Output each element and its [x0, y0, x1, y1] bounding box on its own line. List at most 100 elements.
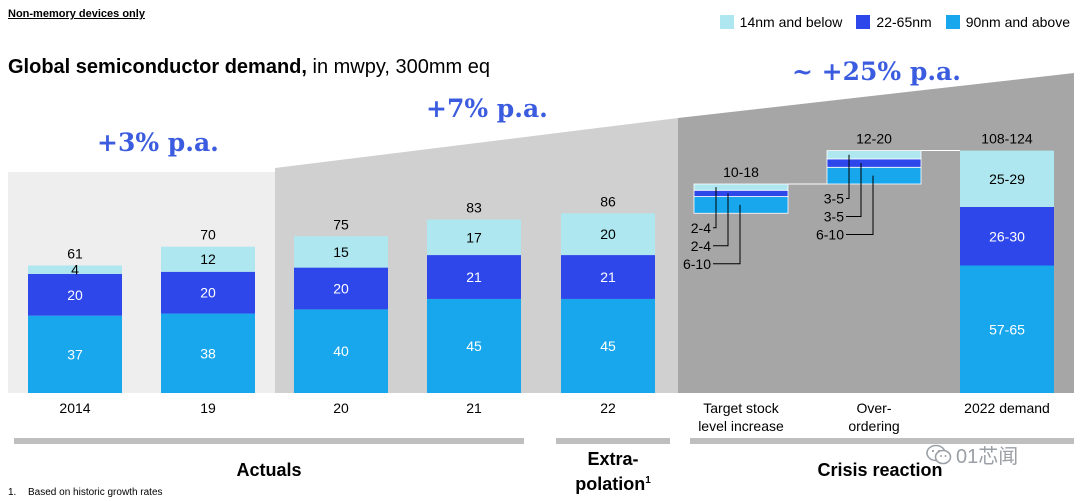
- bar-segment: [28, 315, 122, 393]
- section-actuals: Actuals: [236, 460, 302, 480]
- growth-actuals: +3% p.a.: [97, 128, 219, 157]
- bar-segment: [28, 273, 122, 316]
- title-bold: Global semiconductor demand,: [8, 56, 307, 78]
- callout-label: 2-4: [691, 238, 711, 254]
- legend-swatch-90nm: [945, 15, 960, 29]
- section-extrapolation-sup: 1: [645, 475, 651, 486]
- bar-segment: [826, 158, 922, 168]
- legend-label-90nm: 90nm and above: [965, 14, 1070, 30]
- x-tick-label: 20: [333, 400, 349, 416]
- data-label: 12: [200, 251, 216, 267]
- callout-line: [846, 163, 862, 218]
- bar-segment: [960, 206, 1054, 266]
- data-label: 20: [67, 287, 83, 303]
- bar-segment: [561, 255, 655, 299]
- watermark: 01芯闻: [926, 440, 1018, 469]
- section-extrapolation-line1: Extra-: [587, 449, 639, 469]
- data-label: 17: [466, 229, 482, 245]
- data-labels: 37 20 461 38 20 12 70 40 20 15 75 45 21 17 83 45 21 20 86 1…: [67, 131, 1033, 363]
- bar-segment: [826, 150, 922, 160]
- bracket-actuals: [14, 438, 524, 444]
- callout-label: 2-4: [691, 220, 711, 236]
- bar-segment: [161, 313, 255, 393]
- callout-label: 3-5: [824, 209, 844, 225]
- footnote: 1. Based on historic growth rates: [8, 487, 163, 498]
- data-label: 26-30: [989, 228, 1025, 244]
- x-tick-label: Target stock: [703, 400, 779, 416]
- x-tick-label: ordering: [848, 418, 899, 434]
- total-label: 83: [466, 200, 482, 216]
- data-label: 38: [200, 345, 216, 361]
- bar-segment: [427, 255, 521, 299]
- bar-segment: [693, 183, 789, 191]
- data-label: 37: [67, 346, 83, 362]
- data-label: 20: [200, 285, 216, 301]
- legend-label-22-65nm: 22-65nm: [876, 14, 932, 30]
- x-tick-label: 19: [200, 400, 216, 416]
- callout-line: [846, 154, 850, 200]
- bar-segment: [161, 271, 255, 314]
- growth-extrapolation: +7% p.a.: [426, 94, 548, 123]
- bar-segment: [693, 189, 789, 197]
- callout-line: [713, 204, 741, 265]
- legend-item-14nm: 14nm and below: [719, 14, 843, 30]
- bar-segment: [561, 213, 655, 256]
- bar-segment: [294, 267, 388, 310]
- footnote-text: Based on historic growth rates: [28, 487, 163, 498]
- data-label: 15: [333, 244, 349, 260]
- data-label: 25-29: [989, 171, 1025, 187]
- bar-segment: [294, 236, 388, 268]
- bar-segment: [294, 309, 388, 393]
- bar-segment: [161, 246, 255, 272]
- watermark-text: 01芯闻: [956, 446, 1019, 468]
- total-label: 12-20: [856, 131, 892, 147]
- title-rest: in mwpy, 300mm eq: [306, 56, 490, 78]
- total-label: 70: [200, 227, 216, 243]
- callout-line: [846, 175, 874, 236]
- legend-swatch-14nm: [719, 15, 734, 29]
- callout-line: [713, 187, 717, 229]
- x-tick-label: 2022 demand: [964, 400, 1050, 416]
- bar-segment: [427, 298, 521, 393]
- bar-segment: [960, 265, 1054, 393]
- callout-label: 6-10: [816, 227, 844, 243]
- total-label: 86: [600, 193, 616, 209]
- bar-segment: [427, 219, 521, 256]
- bar-segment: [826, 166, 922, 185]
- data-label: 20: [600, 226, 616, 242]
- x-axis: 2014 19 20 21 22 Target stock level increase Ov…: [14, 400, 1074, 444]
- x-tick-label: 2014: [59, 400, 90, 416]
- callout-label: 3-5: [824, 191, 844, 207]
- data-label: 40: [333, 343, 349, 359]
- footnote-number: 1.: [8, 487, 17, 498]
- legend-label-14nm: 14nm and below: [739, 14, 843, 30]
- total-label: 75: [333, 216, 349, 232]
- callout-label: 6-10: [683, 256, 711, 272]
- bracket-crisis: [690, 438, 1074, 444]
- x-tick-label: 22: [600, 400, 616, 416]
- x-tick-label: level increase: [698, 418, 784, 434]
- bracket-extrapolation: [556, 438, 670, 444]
- legend-item-22-65nm: 22-65nm: [856, 14, 932, 30]
- bar-segment: [960, 150, 1054, 207]
- section-extrapolation: Extra- polation1: [556, 449, 670, 495]
- data-label: 57-65: [989, 321, 1025, 337]
- data-label: 4: [71, 262, 79, 278]
- bar-segment: [561, 298, 655, 393]
- legend: 14nm and below 22-65nm 90nm and above: [719, 14, 1070, 30]
- bar-segment: [28, 265, 122, 274]
- growth-crisis: ~ +25% p.a.: [792, 57, 961, 86]
- total-label: 108-124: [981, 131, 1033, 147]
- data-label: 45: [466, 338, 482, 354]
- bars: [28, 150, 1054, 393]
- wechat-icon: [926, 444, 952, 464]
- chart-title: Global semiconductor demand, in mwpy, 30…: [8, 56, 490, 79]
- section-extrapolation-line2: polation: [575, 474, 646, 494]
- x-tick-label: 21: [466, 400, 482, 416]
- data-label: 20: [333, 281, 349, 297]
- bar-segment: [693, 196, 789, 214]
- chart-tag: Non-memory devices only: [8, 8, 145, 20]
- data-label: 45: [600, 338, 616, 354]
- data-label: 21: [466, 269, 482, 285]
